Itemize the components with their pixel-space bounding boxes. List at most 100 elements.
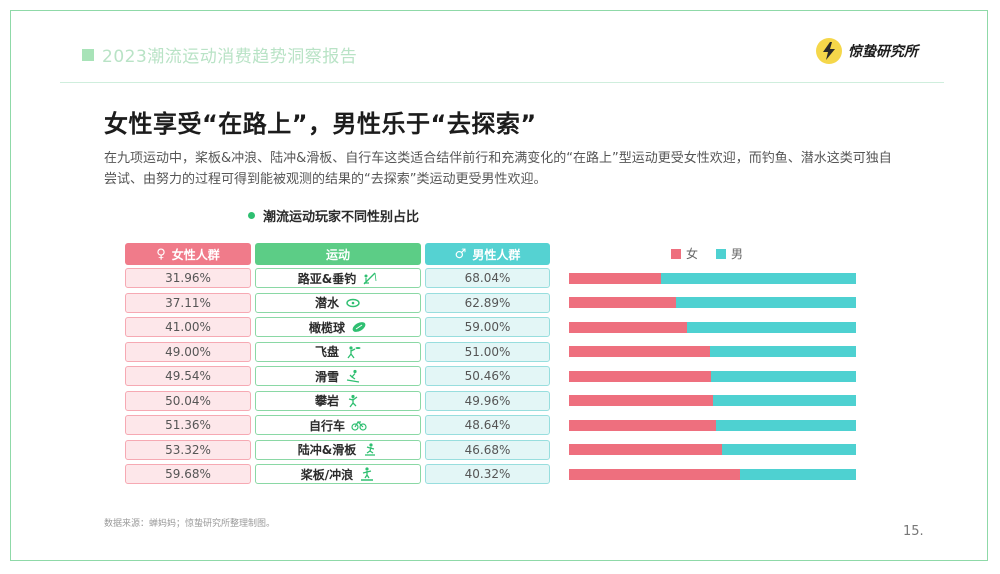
bar-segment-male bbox=[722, 444, 856, 455]
sport-label: 路亚&垂钓 bbox=[297, 271, 357, 286]
rugby-ball-icon bbox=[351, 320, 367, 334]
header-divider bbox=[60, 82, 944, 83]
stacked-bar bbox=[569, 370, 856, 382]
chart-title: 潮流运动玩家不同性别占比 bbox=[263, 210, 420, 225]
chart-title-dot-icon bbox=[248, 212, 255, 219]
female-share-cell: 37.11% bbox=[125, 292, 251, 313]
sport-cell: 桨板/冲浪 bbox=[255, 464, 421, 484]
bar-segment-female bbox=[569, 444, 723, 455]
stacked-bar bbox=[569, 272, 856, 284]
frisbee-icon bbox=[345, 345, 361, 359]
bar-segment-male bbox=[716, 419, 856, 431]
stacked-bar bbox=[569, 346, 856, 357]
male-share-cell: 46.68% bbox=[425, 439, 550, 460]
chart-legend: 女 男 bbox=[671, 245, 761, 262]
male-share-cell: 40.32% bbox=[425, 464, 550, 484]
legend-item-male: 男 bbox=[716, 245, 743, 262]
bar-segment-male bbox=[709, 346, 856, 357]
column-header-male: ♂ 男性人群 bbox=[425, 243, 550, 265]
sport-cell: 路亚&垂钓 bbox=[255, 268, 421, 288]
female-share-cell: 51.36% bbox=[125, 415, 251, 435]
brand-name: 惊蛰研究所 bbox=[848, 44, 918, 60]
skateboard-icon bbox=[362, 442, 378, 457]
sport-label: 潜水 bbox=[314, 296, 339, 310]
male-share-cell: 48.64% bbox=[425, 415, 550, 435]
chart-title-row: 潮流运动玩家不同性别占比 bbox=[248, 206, 419, 225]
bar-segment-male bbox=[675, 297, 856, 308]
legend-item-female: 女 bbox=[671, 245, 698, 262]
fishing-icon bbox=[362, 271, 378, 285]
lightning-icon bbox=[816, 38, 842, 64]
bar-segment-female bbox=[569, 297, 676, 308]
sport-label: 飞盘 bbox=[314, 345, 339, 359]
column-header-female: ♀ 女性人群 bbox=[125, 243, 251, 265]
bar-segment-male bbox=[660, 272, 856, 284]
female-share-cell: 31.96% bbox=[125, 268, 251, 288]
stacked-bar bbox=[569, 297, 856, 308]
sport-label: 自行车 bbox=[308, 418, 345, 433]
bar-segment-female bbox=[569, 370, 712, 382]
bar-segment-male bbox=[740, 468, 856, 480]
male-share-cell: 68.04% bbox=[425, 268, 550, 288]
legend-label-male: 男 bbox=[731, 247, 744, 261]
stacked-bar bbox=[569, 395, 856, 406]
skiing-icon bbox=[345, 369, 361, 383]
page-description: 在九项运动中，桨板&冲浪、陆冲&滑板、自行车这类适合结伴前行和充满变化的“在路上… bbox=[104, 151, 892, 187]
climbing-icon bbox=[345, 394, 361, 408]
brand-logo: 惊蛰研究所 bbox=[816, 38, 918, 64]
sport-cell: 陆冲&滑板 bbox=[255, 439, 421, 460]
bar-segment-female bbox=[569, 321, 687, 333]
female-share-cell: 59.68% bbox=[125, 464, 251, 484]
bar-segment-female bbox=[569, 395, 713, 406]
sport-label: 桨板/冲浪 bbox=[300, 467, 354, 482]
report-title: 2023潮流运动消费趋势洞察报告 bbox=[102, 47, 358, 67]
legend-swatch-male bbox=[716, 248, 727, 259]
sport-cell: 自行车 bbox=[255, 415, 421, 435]
female-share-cell: 53.32% bbox=[125, 439, 251, 460]
column-header-sport-label: 运动 bbox=[325, 247, 350, 262]
stacked-bar bbox=[569, 419, 856, 431]
bar-segment-female bbox=[569, 468, 741, 480]
sport-cell: 橄榄球 bbox=[255, 317, 421, 337]
male-share-cell: 59.00% bbox=[425, 317, 550, 337]
diving-icon bbox=[345, 296, 361, 310]
female-share-cell: 49.00% bbox=[125, 341, 251, 362]
report-header: 2023潮流运动消费趋势洞察报告 bbox=[82, 42, 357, 67]
sport-cell: 潜水 bbox=[255, 292, 421, 313]
page-headline: 女性享受“在路上”，男性乐于“去探索” bbox=[104, 110, 537, 138]
data-source-note: 数据来源：蝉妈妈；惊蛰研究所整理制图。 bbox=[104, 519, 276, 529]
sport-cell: 飞盘 bbox=[255, 341, 421, 362]
stacked-bar bbox=[569, 468, 856, 480]
sport-label: 橄榄球 bbox=[308, 320, 345, 335]
sport-label: 陆冲&滑板 bbox=[297, 443, 357, 457]
page-frame bbox=[10, 10, 988, 561]
stacked-bar bbox=[569, 444, 856, 455]
bar-segment-male bbox=[712, 395, 856, 406]
female-symbol-icon: ♀ bbox=[156, 246, 166, 262]
legend-swatch-female bbox=[671, 248, 681, 259]
bar-segment-male bbox=[711, 370, 856, 382]
bar-segment-male bbox=[686, 321, 856, 333]
sport-label: 攀岩 bbox=[314, 394, 339, 408]
male-symbol-icon: ♂ bbox=[454, 246, 467, 262]
male-share-cell: 51.00% bbox=[425, 341, 550, 362]
sport-cell: 滑雪 bbox=[255, 366, 421, 386]
column-header-sport: 运动 bbox=[255, 243, 421, 265]
female-share-cell: 49.54% bbox=[125, 366, 251, 386]
legend-label-female: 女 bbox=[686, 247, 699, 261]
header-square-icon bbox=[82, 48, 94, 61]
female-share-cell: 41.00% bbox=[125, 317, 251, 337]
bar-segment-female bbox=[569, 272, 661, 284]
column-header-female-label: 女性人群 bbox=[171, 247, 220, 262]
male-share-cell: 50.46% bbox=[425, 366, 550, 386]
sport-cell: 攀岩 bbox=[255, 390, 421, 411]
sport-label: 滑雪 bbox=[314, 369, 339, 384]
male-share-cell: 62.89% bbox=[425, 292, 550, 313]
male-share-cell: 49.96% bbox=[425, 390, 550, 411]
stacked-bar bbox=[569, 321, 856, 333]
column-header-male-label: 男性人群 bbox=[472, 247, 521, 262]
female-share-cell: 50.04% bbox=[125, 390, 251, 411]
page-number: 15. bbox=[903, 524, 924, 539]
bar-segment-female bbox=[569, 419, 717, 431]
bar-segment-female bbox=[569, 346, 710, 357]
